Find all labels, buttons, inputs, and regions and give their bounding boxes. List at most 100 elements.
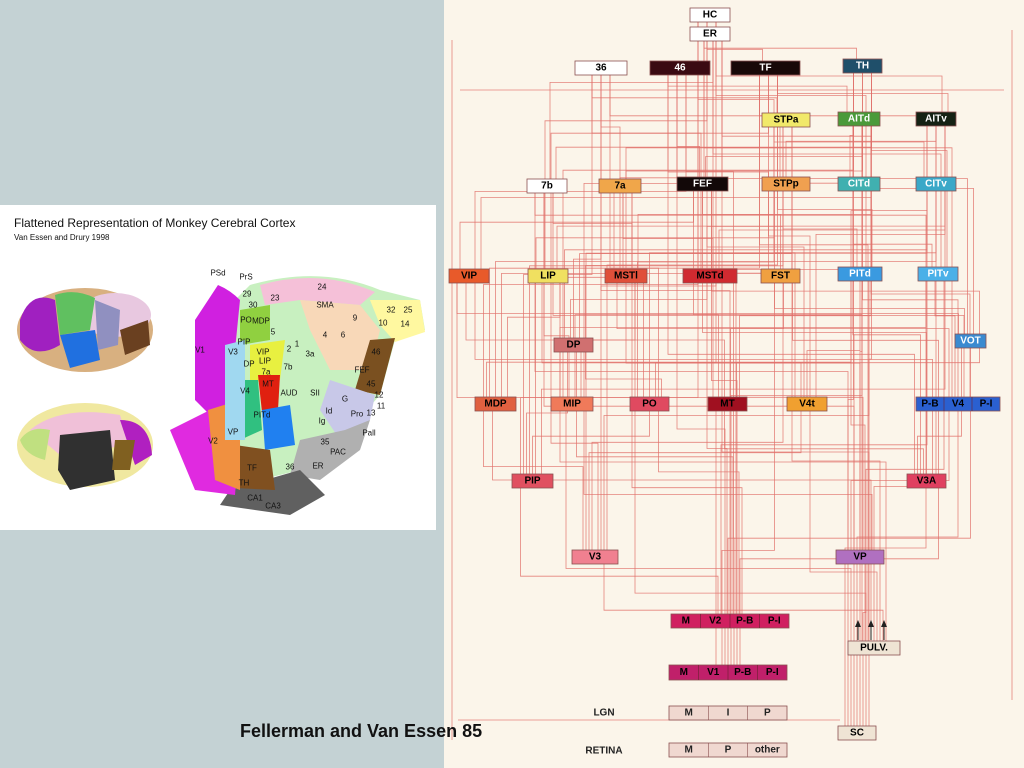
connection bbox=[724, 411, 924, 474]
map-label: 46 bbox=[372, 348, 381, 357]
connection bbox=[649, 191, 937, 397]
connection bbox=[603, 281, 870, 550]
area-label: PITd bbox=[849, 269, 871, 280]
area-box bbox=[474, 396, 517, 412]
connection bbox=[583, 411, 873, 550]
connection bbox=[727, 348, 971, 665]
cell-label: V1 bbox=[707, 667, 720, 678]
area-label: VIP bbox=[461, 271, 477, 282]
connection bbox=[655, 283, 717, 397]
area-label: FST bbox=[771, 271, 790, 282]
area-box bbox=[649, 60, 711, 76]
area-box bbox=[676, 176, 729, 192]
area-label: DP bbox=[567, 340, 581, 351]
map-label: VIP bbox=[257, 348, 270, 357]
map-label: Id bbox=[326, 407, 333, 416]
cell-label: other bbox=[755, 745, 780, 756]
area-label: STPa bbox=[773, 115, 798, 126]
area-box bbox=[689, 26, 731, 42]
connection bbox=[474, 283, 933, 474]
connection bbox=[520, 488, 719, 614]
area-box bbox=[915, 111, 957, 127]
map-label: PO bbox=[240, 316, 252, 325]
map-label: Pro bbox=[351, 410, 364, 419]
connection bbox=[585, 352, 662, 397]
map-label: Ig bbox=[319, 417, 326, 426]
map-label: 1 bbox=[295, 340, 300, 349]
cell-label: I bbox=[727, 708, 730, 719]
area-box bbox=[837, 111, 881, 127]
area-label: CITv bbox=[925, 179, 947, 190]
area-box bbox=[842, 58, 883, 74]
map-label: 29 bbox=[243, 290, 252, 299]
connection bbox=[483, 411, 584, 550]
map-label: PrS bbox=[239, 273, 252, 282]
connection bbox=[759, 75, 869, 641]
map-label: 2 bbox=[287, 345, 292, 354]
map-label: G bbox=[342, 395, 348, 404]
connection bbox=[934, 281, 956, 397]
map-label: 23 bbox=[271, 294, 280, 303]
area-label: AITd bbox=[848, 114, 870, 125]
area-label: STPp bbox=[773, 179, 799, 190]
map-label: 12 bbox=[375, 391, 384, 400]
area-box bbox=[837, 725, 877, 741]
area-box bbox=[448, 268, 490, 284]
area-label: 46 bbox=[674, 63, 686, 74]
connection bbox=[862, 564, 867, 726]
area-label: TH bbox=[856, 61, 869, 72]
map-label: TF bbox=[247, 464, 257, 473]
map-label: 45 bbox=[367, 380, 376, 389]
area-box bbox=[761, 176, 811, 192]
map-label: 14 bbox=[401, 320, 410, 329]
area-box bbox=[571, 549, 619, 565]
map-label: 4 bbox=[323, 331, 328, 340]
connection bbox=[917, 348, 962, 474]
pulvinar-arrowhead bbox=[881, 620, 887, 627]
hierarchy-nodes: HC ER 36 46 TF TH STPa AITd AITv 7b 7a FEF STPp CITd C… bbox=[448, 7, 1001, 758]
area-box bbox=[707, 396, 748, 412]
map-label: V2 bbox=[208, 437, 218, 446]
map-label: 30 bbox=[249, 301, 258, 310]
area-label: CITd bbox=[848, 179, 870, 190]
area-label: PIP bbox=[524, 476, 540, 487]
map-label: PITd bbox=[254, 411, 271, 420]
caption: Fellerman and Van Essen 85 bbox=[240, 721, 482, 741]
area-label: MT bbox=[720, 399, 734, 410]
area-label: VP bbox=[853, 552, 867, 563]
map-label: MDP bbox=[252, 317, 270, 326]
row-label: RETINA bbox=[585, 746, 622, 757]
map-label: SMA bbox=[316, 301, 334, 310]
area-label: V3 bbox=[589, 552, 602, 563]
cell-label: V2 bbox=[709, 616, 722, 627]
connection bbox=[543, 193, 855, 726]
area-box bbox=[526, 178, 568, 194]
cell-label: M bbox=[682, 616, 690, 627]
cell-label: P-B bbox=[734, 667, 751, 678]
pulvinar-arrowhead bbox=[855, 620, 861, 627]
map-label: ER bbox=[312, 462, 323, 471]
connection bbox=[721, 41, 870, 726]
connection bbox=[730, 283, 784, 397]
cell-label: V4 bbox=[952, 399, 965, 410]
map-label: PIP bbox=[238, 338, 251, 347]
connection bbox=[552, 193, 965, 397]
connection bbox=[721, 283, 775, 665]
map-label: CA1 bbox=[247, 494, 263, 503]
area-label: HC bbox=[703, 10, 717, 21]
map-label: 3a bbox=[306, 350, 315, 359]
map-label: 35 bbox=[321, 438, 330, 447]
connection bbox=[541, 191, 946, 474]
area-box bbox=[761, 112, 811, 128]
area-box bbox=[917, 266, 959, 282]
area-label: VOT bbox=[960, 336, 981, 347]
connection bbox=[676, 75, 726, 665]
connection bbox=[733, 411, 735, 665]
connection bbox=[588, 411, 802, 550]
map-label: 32 bbox=[387, 306, 396, 315]
connection bbox=[768, 75, 811, 397]
area-box bbox=[553, 337, 594, 353]
area-box bbox=[760, 268, 801, 284]
